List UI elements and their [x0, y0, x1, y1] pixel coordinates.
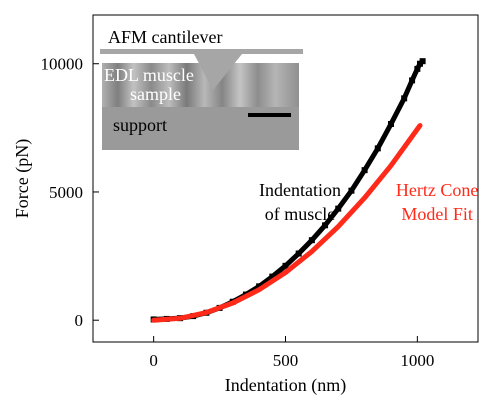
series-indentation-point: [387, 121, 394, 127]
data-series: [150, 58, 426, 323]
inset-cantilever-tip: [194, 54, 242, 90]
inset-sample: [102, 63, 299, 107]
afm-inset: AFM cantilever EDL muscle sample support: [100, 27, 303, 150]
series-indentation-point: [308, 237, 315, 244]
x-tick-label: 500: [273, 351, 299, 370]
series-indentation-point: [269, 273, 276, 280]
series-indentation-point: [282, 262, 289, 269]
series-indentation-point: [419, 58, 426, 65]
series-indentation-point: [361, 167, 368, 174]
y-axis-title: Force (pN): [12, 139, 33, 218]
series-indentation-point: [348, 187, 355, 194]
x-tick-label: 0: [149, 351, 158, 370]
annotation-hertz-line2: Model Fit: [401, 204, 473, 224]
annotation-indentation-line1: Indentation: [259, 180, 341, 200]
series-indentation-point: [401, 95, 408, 102]
series-indentation-point: [322, 222, 329, 229]
series-indentation-point: [374, 145, 381, 152]
x-axis-title: Indentation (nm): [225, 375, 346, 396]
series-indentation-point: [335, 205, 342, 212]
series-indentation-point: [295, 250, 302, 257]
inset-support-label: support: [113, 115, 167, 135]
series-indentation-point: [414, 65, 421, 72]
inset-sample-label-line2: sample: [130, 84, 181, 104]
series-hertz-fit-line: [151, 123, 423, 323]
annotation-indentation-line2: of muscle: [265, 204, 335, 224]
inset-cantilever: [100, 49, 303, 54]
chart-annotations: Indentation of muscle Hertz Cone Model Fit: [259, 180, 478, 224]
y-tick-label: 0: [75, 311, 84, 330]
series-indentation-point: [409, 77, 416, 84]
inset-cantilever-label: AFM cantilever: [108, 27, 222, 47]
y-tick-label: 10000: [41, 55, 84, 74]
inset-sample-label-line1: EDL muscle: [104, 65, 194, 85]
x-tick-label: 1000: [400, 351, 434, 370]
annotation-hertz-line1: Hertz Cone: [396, 180, 478, 200]
series-indentation-point: [256, 283, 263, 290]
y-tick-label: 5000: [49, 183, 83, 202]
